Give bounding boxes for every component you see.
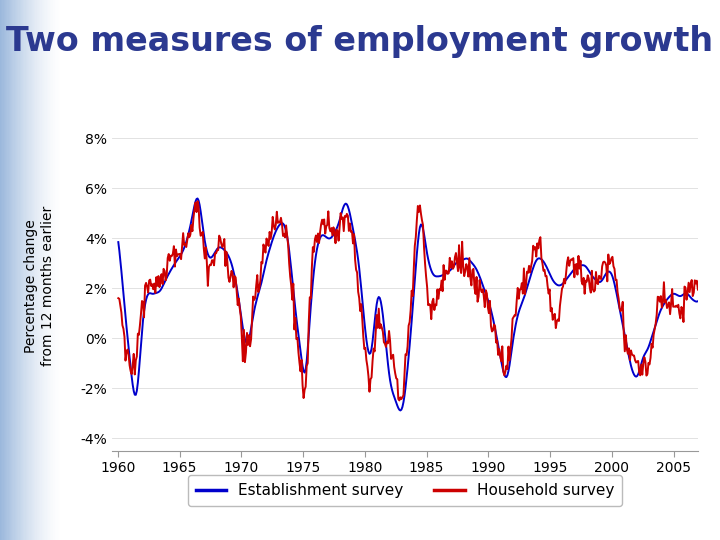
Household survey (173, 253, 181, 260)
Bar (40, 0, 42, 540)
Bar (2, 0, 4, 540)
Establishment survey (173, 257, 181, 264)
Bar (58, 0, 59, 540)
Establishment survey (441, 271, 450, 277)
Household survey (573, 272, 582, 278)
Bar (60, 0, 61, 540)
Bar (19, 0, 21, 540)
Establishment survey (396, 407, 405, 414)
Bar (9, 0, 10, 540)
Establishment survey (114, 239, 122, 245)
Bar (54, 0, 55, 540)
Line: Household survey: Household survey (118, 201, 698, 400)
Bar (32, 0, 33, 540)
Bar (5, 0, 6, 540)
Line: Establishment survey: Establishment survey (118, 199, 698, 410)
Bar (24, 0, 26, 540)
Bar (16, 0, 17, 540)
Household survey (693, 286, 702, 293)
Establishment survey (424, 256, 433, 262)
Text: Two measures of employment growth: Two measures of employment growth (6, 25, 714, 58)
Bar (35, 0, 37, 540)
Bar (56, 0, 58, 540)
Household survey (114, 295, 122, 301)
Establishment survey (573, 264, 582, 270)
Bar (1, 0, 2, 540)
Bar (37, 0, 38, 540)
Bar (22, 0, 23, 540)
Bar (17, 0, 19, 540)
Bar (7, 0, 9, 540)
Bar (42, 0, 43, 540)
Bar (4, 0, 5, 540)
Household survey (467, 282, 476, 288)
Bar (45, 0, 47, 540)
Text: Percentage change
from 12 months earlier: Percentage change from 12 months earlier (24, 206, 55, 366)
Bar (10, 0, 11, 540)
Household survey (424, 302, 433, 308)
Bar (0, 0, 1, 540)
Bar (51, 0, 53, 540)
Bar (50, 0, 51, 540)
Establishment survey (467, 259, 476, 266)
Bar (11, 0, 12, 540)
Legend: Establishment survey, Household survey: Establishment survey, Household survey (188, 475, 622, 505)
Bar (53, 0, 54, 540)
Bar (12, 0, 14, 540)
Bar (39, 0, 40, 540)
Bar (49, 0, 50, 540)
Household survey (395, 397, 404, 403)
Establishment survey (323, 234, 332, 241)
Bar (33, 0, 35, 540)
Bar (55, 0, 56, 540)
Bar (23, 0, 24, 540)
Bar (43, 0, 44, 540)
Household survey (441, 267, 450, 274)
Bar (27, 0, 28, 540)
Bar (38, 0, 39, 540)
Bar (21, 0, 22, 540)
Bar (6, 0, 7, 540)
Household survey (323, 221, 332, 228)
Household survey (193, 198, 202, 205)
Establishment survey (193, 195, 202, 202)
Bar (30, 0, 32, 540)
Bar (28, 0, 30, 540)
Bar (47, 0, 48, 540)
Bar (59, 0, 60, 540)
Establishment survey (693, 298, 702, 305)
Bar (26, 0, 27, 540)
Bar (48, 0, 49, 540)
Bar (14, 0, 16, 540)
Bar (44, 0, 45, 540)
